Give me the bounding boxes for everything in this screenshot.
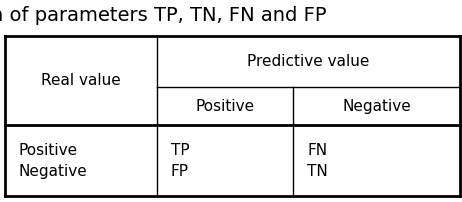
Text: Predictive value: Predictive value bbox=[247, 54, 370, 69]
Text: Real value: Real value bbox=[41, 73, 121, 88]
Text: FN
TN: FN TN bbox=[307, 143, 328, 179]
Text: Positive
Negative: Positive Negative bbox=[18, 143, 87, 179]
Text: TP
FP: TP FP bbox=[171, 143, 189, 179]
Text: Positive: Positive bbox=[196, 99, 255, 114]
Text: n of parameters TP, TN, FN and FP: n of parameters TP, TN, FN and FP bbox=[0, 6, 326, 25]
Text: Negative: Negative bbox=[342, 99, 411, 114]
